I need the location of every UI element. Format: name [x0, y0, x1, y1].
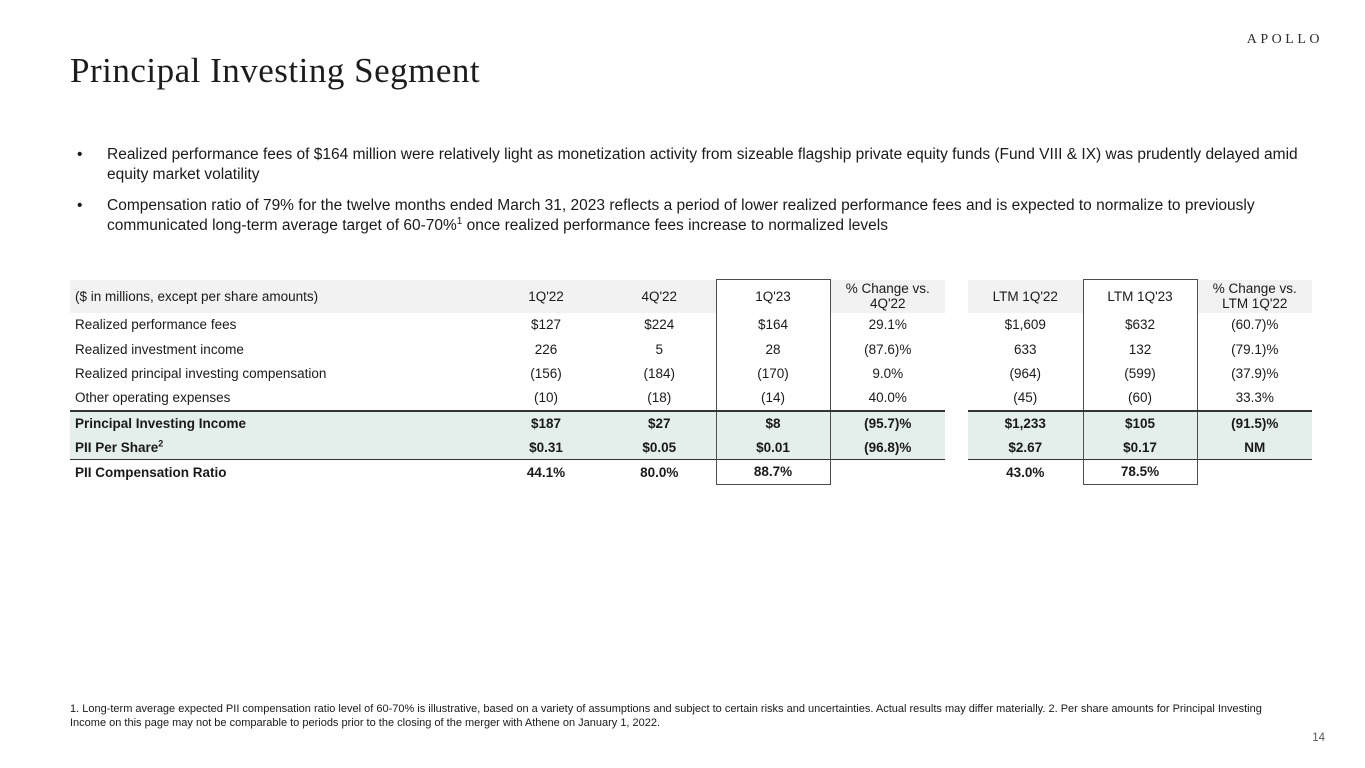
footnote: 1. Long-term average expected PII compen…: [70, 703, 1262, 729]
cell-spacer: [945, 313, 968, 338]
column-header-ltm-1q23: LTM 1Q'23: [1082, 279, 1198, 313]
cell: (18): [647, 390, 672, 406]
row-label: PII Compensation Ratio: [70, 459, 489, 484]
column-header-1q23: 1Q'23: [715, 279, 831, 313]
cell: 33.3%: [1235, 390, 1274, 406]
cell: 9.0%: [872, 366, 904, 382]
table-row-principal-investing-income: Principal Investing Income $187 $27 $8 (…: [70, 409, 1312, 435]
superscript: 2: [158, 438, 164, 448]
cell-spacer: [945, 435, 968, 460]
apollo-logo: APOLLO: [1246, 32, 1323, 47]
cell: 226: [534, 341, 558, 357]
cell-spacer: [945, 386, 968, 411]
column-header-change-vs-ltm-1q22: % Change vs. LTM 1Q'22: [1197, 279, 1312, 313]
row-label: Realized principal investing compensatio…: [75, 366, 327, 382]
cell: $0.31: [489, 435, 603, 460]
cell: 29.1%: [868, 317, 907, 333]
bullet-list: Realized performance fees of $164 millio…: [75, 145, 1308, 247]
cell: $632: [1082, 312, 1198, 337]
cell: $1,609: [1004, 317, 1046, 333]
cell: $0.17: [1082, 435, 1198, 460]
cell: 44.1%: [489, 459, 603, 484]
row-label: PII Per Share2: [70, 435, 489, 460]
cell: $127: [530, 317, 562, 333]
bullet-text: Realized performance fees of $164 millio…: [107, 146, 1298, 183]
cell: (60.7)%: [1231, 317, 1279, 333]
cell: (79.1)%: [1231, 341, 1279, 357]
cell: (95.7)%: [830, 409, 945, 435]
cell-spacer: [945, 460, 968, 485]
cell: $2.67: [968, 435, 1083, 460]
cell: 40.0%: [868, 390, 907, 406]
cell: (10): [533, 390, 558, 406]
cell: $1,233: [968, 409, 1083, 435]
column-header-units: ($ in millions, except per share amounts…: [70, 279, 489, 313]
cell: [830, 459, 945, 484]
column-header-change-vs-4q22: % Change vs. 4Q'22: [830, 279, 945, 313]
cell: (91.5)%: [1197, 409, 1312, 435]
row-label: Principal Investing Income: [70, 409, 489, 435]
row-label: Realized performance fees: [75, 317, 237, 333]
bullet-item: Compensation ratio of 79% for the twelve…: [75, 196, 1308, 236]
cell: (45): [1013, 390, 1038, 406]
cell: (170): [715, 361, 831, 386]
cell: (184): [643, 366, 675, 382]
bullet-item: Realized performance fees of $164 millio…: [75, 145, 1308, 185]
column-header-1q22: 1Q'22: [489, 279, 603, 313]
cell: $8: [715, 409, 831, 435]
cell: NM: [1197, 435, 1312, 460]
cell: $0.05: [603, 435, 716, 460]
cell: (37.9)%: [1231, 366, 1279, 382]
cell: $27: [603, 409, 716, 435]
cell: $187: [489, 409, 603, 435]
cell: 5: [655, 341, 663, 357]
cell: $164: [715, 312, 831, 337]
cell-spacer: [945, 410, 968, 435]
cell: 88.7%: [715, 459, 831, 485]
cell: 78.5%: [1082, 459, 1198, 485]
cell: (156): [530, 366, 562, 382]
cell: $105: [1082, 409, 1198, 435]
cell: (599): [1082, 361, 1198, 386]
cell: 633: [1013, 341, 1037, 357]
page-title: Principal Investing Segment: [70, 51, 481, 90]
page-number: 14: [1312, 732, 1325, 744]
table-row-realized-performance-fees: Realized performance fees $127 $224 $164…: [70, 312, 1312, 338]
cell: 132: [1082, 337, 1198, 362]
table-row-realized-principal-investing-compensation: Realized principal investing compensatio…: [70, 361, 1312, 387]
bullet-text: Compensation ratio of 79% for the twelve…: [107, 197, 1255, 234]
cell: 43.0%: [968, 459, 1083, 484]
table-row-pii-per-share: PII Per Share2 $0.31 $0.05 $0.01 (96.8)%…: [70, 435, 1312, 460]
cell: (60): [1082, 386, 1198, 411]
superscript: 1: [456, 215, 463, 227]
cell: $224: [644, 317, 675, 333]
cell: 28: [715, 337, 831, 362]
cell: (96.8)%: [830, 435, 945, 460]
cell: (87.6)%: [864, 341, 912, 357]
financials-table: ($ in millions, except per share amounts…: [70, 279, 1312, 485]
column-header-ltm-1q22: LTM 1Q'22: [968, 279, 1083, 313]
table-row-pii-compensation-ratio: PII Compensation Ratio 44.1% 80.0% 88.7%…: [70, 459, 1312, 485]
cell-spacer: [945, 337, 968, 362]
cell: (964): [1009, 366, 1041, 382]
row-label: Other operating expenses: [75, 390, 231, 406]
cell: 80.0%: [603, 459, 716, 484]
table-row-other-operating-expenses: Other operating expenses (10) (18) (14) …: [70, 386, 1312, 411]
cell: (14): [715, 386, 831, 411]
table-header-row: ($ in millions, except per share amounts…: [70, 279, 1312, 313]
table-row-realized-investment-income: Realized investment income 226 5 28 (87.…: [70, 337, 1312, 362]
cell: $0.01: [715, 435, 831, 460]
cell: [1197, 459, 1312, 484]
row-label: Realized investment income: [75, 341, 244, 357]
column-header-4q22: 4Q'22: [603, 279, 716, 313]
column-spacer: [945, 279, 968, 313]
cell-spacer: [945, 362, 968, 387]
